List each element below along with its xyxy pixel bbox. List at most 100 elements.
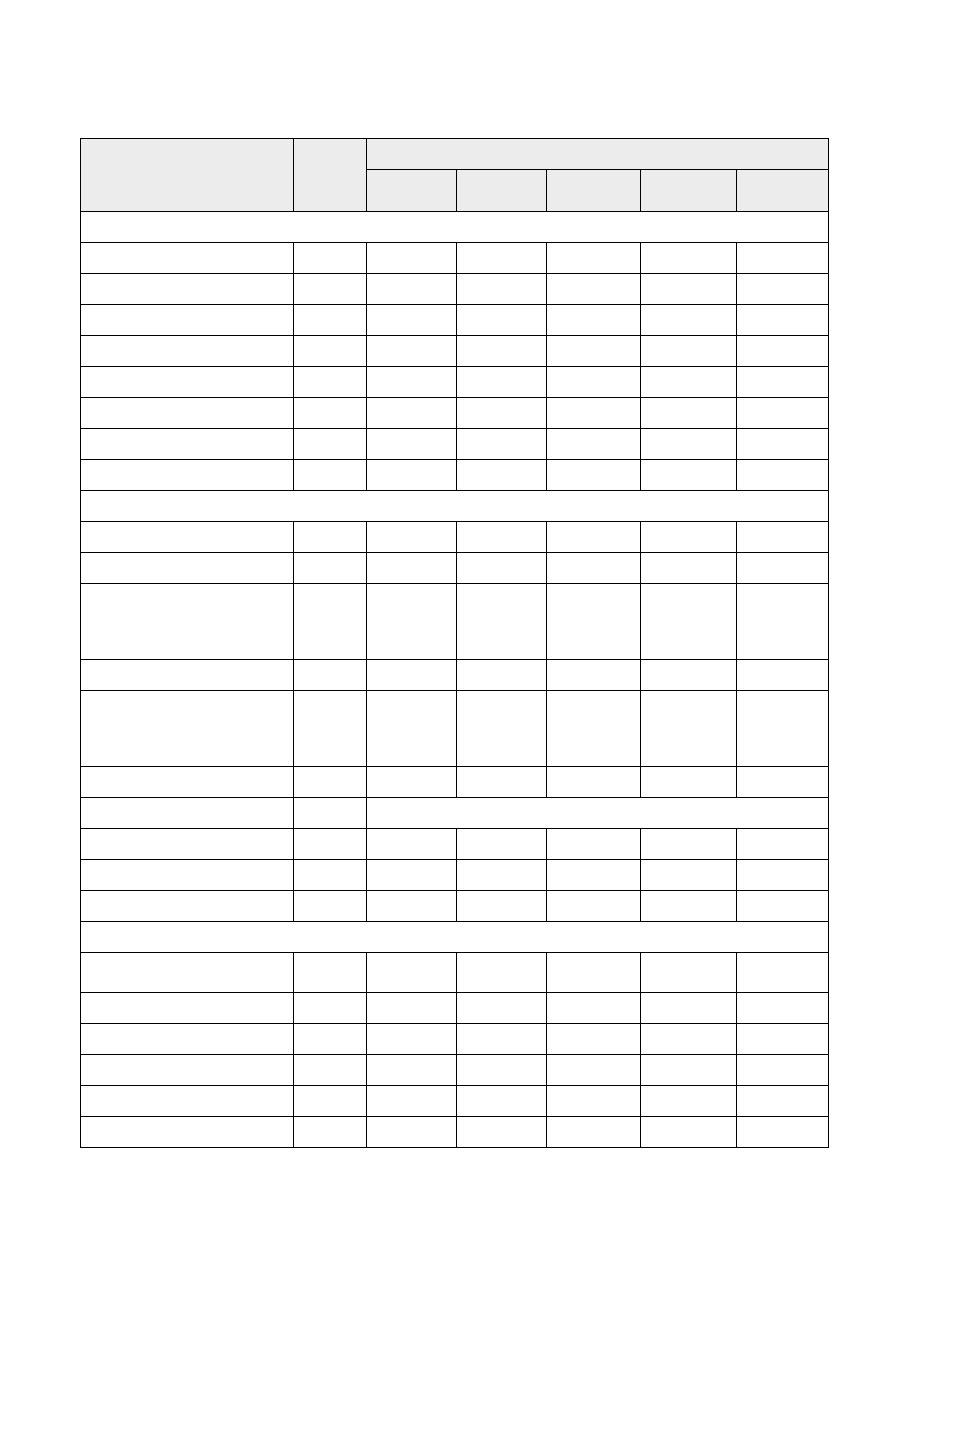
cell: [547, 336, 641, 367]
row-label: [81, 1086, 294, 1117]
cell: [457, 1055, 547, 1086]
cell: [737, 993, 829, 1024]
cell: [737, 767, 829, 798]
row-label: [81, 953, 294, 993]
row-unit: [294, 274, 367, 305]
cell: [367, 829, 457, 860]
cell: [457, 993, 547, 1024]
cell: [367, 367, 457, 398]
cell: [367, 691, 457, 767]
header-col-1: [294, 139, 367, 212]
cell: [641, 1055, 737, 1086]
cell: [547, 522, 641, 553]
cell: [641, 767, 737, 798]
cell: [367, 522, 457, 553]
header-sub-0: [367, 170, 457, 212]
row-label: [81, 767, 294, 798]
cell: [641, 891, 737, 922]
row-unit: [294, 367, 367, 398]
cell: [367, 660, 457, 691]
cell: [547, 584, 641, 660]
cell: [737, 398, 829, 429]
cell: [737, 953, 829, 993]
cell: [737, 860, 829, 891]
cell: [457, 891, 547, 922]
cell: [737, 584, 829, 660]
cell: [641, 429, 737, 460]
cell: [367, 767, 457, 798]
section-title: [81, 212, 829, 243]
cell: [457, 398, 547, 429]
cell: [737, 522, 829, 553]
cell: [641, 460, 737, 491]
cell: [547, 767, 641, 798]
cell: [547, 243, 641, 274]
cell: [547, 953, 641, 993]
row-label: [81, 243, 294, 274]
row-label: [81, 1024, 294, 1055]
cell: [457, 553, 547, 584]
row-label: [81, 829, 294, 860]
data-table: [80, 138, 829, 1148]
cell: [367, 1086, 457, 1117]
cell: [457, 584, 547, 660]
row-unit: [294, 860, 367, 891]
cell: [367, 305, 457, 336]
row-label: [81, 1117, 294, 1148]
cell: [367, 398, 457, 429]
cell: [367, 553, 457, 584]
header-sub-1: [457, 170, 547, 212]
cell: [737, 1055, 829, 1086]
row-unit: [294, 584, 367, 660]
cell: [737, 660, 829, 691]
table-container: [80, 138, 828, 1148]
row-unit: [294, 829, 367, 860]
cell: [641, 691, 737, 767]
cell: [367, 243, 457, 274]
row-unit: [294, 993, 367, 1024]
cell: [367, 584, 457, 660]
cell: [457, 829, 547, 860]
cell: [547, 553, 641, 584]
cell: [367, 460, 457, 491]
cell: [367, 953, 457, 993]
cell: [547, 660, 641, 691]
row-label: [81, 305, 294, 336]
cell: [737, 829, 829, 860]
cell: [367, 993, 457, 1024]
row-unit: [294, 1086, 367, 1117]
cell: [737, 1117, 829, 1148]
row-label: [81, 798, 294, 829]
cell: [457, 767, 547, 798]
row-unit: [294, 1117, 367, 1148]
row-label: [81, 993, 294, 1024]
cell: [547, 993, 641, 1024]
row-unit: [294, 305, 367, 336]
cell: [457, 367, 547, 398]
cell: [457, 336, 547, 367]
cell: [547, 860, 641, 891]
cell: [457, 953, 547, 993]
cell: [641, 553, 737, 584]
row-unit: [294, 891, 367, 922]
row-label: [81, 891, 294, 922]
row-unit: [294, 1055, 367, 1086]
row-unit: [294, 429, 367, 460]
cell: [547, 460, 641, 491]
cell: [547, 398, 641, 429]
header-sub-2: [547, 170, 641, 212]
cell: [641, 243, 737, 274]
cell: [641, 398, 737, 429]
row-unit: [294, 1024, 367, 1055]
cell: [641, 953, 737, 993]
cell: [457, 274, 547, 305]
cell: [737, 1024, 829, 1055]
cell: [737, 305, 829, 336]
cell: [737, 429, 829, 460]
cell: [457, 460, 547, 491]
header-sub-4: [737, 170, 829, 212]
cell: [737, 274, 829, 305]
cell: [457, 243, 547, 274]
cell: [367, 860, 457, 891]
cell: [737, 891, 829, 922]
